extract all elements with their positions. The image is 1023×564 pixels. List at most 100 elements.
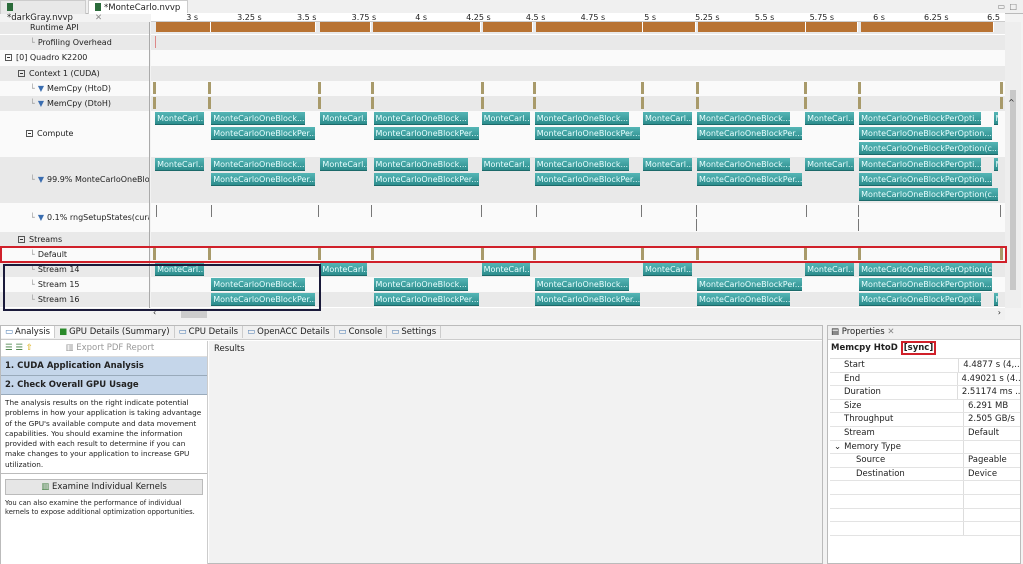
- collapse-icon[interactable]: [18, 69, 25, 77]
- memcpy-bar[interactable]: [695, 248, 699, 260]
- kernel-bar[interactable]: MonteCarl...: [643, 158, 693, 171]
- scroll-right-icon[interactable]: ›: [997, 308, 1001, 317]
- property-row[interactable]: Throughput 2.505 GB/s: [830, 413, 1020, 427]
- property-row[interactable]: Stream Default: [830, 426, 1020, 441]
- tree-row-stream-15[interactable]: └ Stream 15: [0, 277, 149, 292]
- kernel-bar[interactable]: MonteCarloOneBlockPer...: [211, 127, 316, 140]
- tree-row-stream-default[interactable]: └ Default: [0, 247, 149, 262]
- rng-kernel-mark[interactable]: [805, 205, 807, 217]
- kernel-bar[interactable]: MonteCarloOneBlockPer...: [534, 127, 640, 140]
- property-row[interactable]: Destination Device: [830, 467, 1020, 482]
- memcpy-bar[interactable]: [803, 248, 807, 260]
- runtime-api-bar[interactable]: [698, 22, 806, 32]
- memcpy-bar[interactable]: [1000, 82, 1004, 94]
- memcpy-bar[interactable]: [370, 97, 374, 109]
- bottom-tab-console[interactable]: ▭ Console: [335, 326, 388, 338]
- kernel-bar[interactable]: MonteCarl...: [481, 158, 530, 171]
- memcpy-bar[interactable]: [370, 82, 374, 94]
- kernel-bar[interactable]: MonteCarloOneBlockPer...: [697, 127, 803, 140]
- kernel-bar[interactable]: MonteCarl...: [643, 112, 693, 125]
- kernel-bar[interactable]: MonteCarloOneBlockPerOption(c...: [859, 263, 992, 276]
- memcpy-bar[interactable]: [370, 248, 374, 260]
- tree-row-memcpy-htod[interactable]: └ ▼ MemCpy (HtoD): [0, 81, 149, 96]
- memcpy-bar[interactable]: [1000, 97, 1004, 109]
- property-row[interactable]: Start 4.4877 s (4,...: [830, 359, 1020, 373]
- rng-kernel-mark[interactable]: [695, 219, 697, 231]
- memcpy-bar[interactable]: [208, 248, 212, 260]
- tree-row-profiling-overhead[interactable]: └ Profiling Overhead: [0, 35, 149, 50]
- kernel-bar[interactable]: MonteCarloOneBlockPerOpti...: [859, 112, 982, 125]
- kernel-bar[interactable]: MonteCarloOneBlockPer...: [211, 173, 316, 186]
- rng-kernel-mark[interactable]: [695, 205, 697, 217]
- runtime-api-bar[interactable]: [320, 22, 371, 32]
- kernel-bar[interactable]: MonteCarloOneBlockPer...: [211, 293, 316, 306]
- property-row[interactable]: ⌄ Memory Type: [830, 440, 1020, 455]
- runtime-api-bar[interactable]: [210, 22, 316, 32]
- kernel-bar[interactable]: MonteCarloOneBlock...: [697, 158, 791, 171]
- kernel-bar[interactable]: MonteCarloOneBlockPerOption(c...: [859, 142, 999, 155]
- kernel-bar[interactable]: MonteCarloOneBlockPerOption...: [859, 173, 992, 186]
- memcpy-bar[interactable]: [208, 82, 212, 94]
- tree-row-kernel-rng[interactable]: └ ▼ 0.1% rngSetupStates(cura...: [0, 203, 149, 232]
- kernel-bar[interactable]: MonteCarl...: [805, 158, 855, 171]
- rng-kernel-mark[interactable]: [640, 205, 642, 217]
- memcpy-bar[interactable]: [480, 248, 484, 260]
- property-row[interactable]: Size 6.291 MB: [830, 399, 1020, 414]
- minimize-icon[interactable]: ▭: [997, 2, 1005, 11]
- kernel-bar[interactable]: MonteCarloOneBlock...: [534, 158, 629, 171]
- rng-kernel-mark[interactable]: [155, 205, 157, 217]
- kernel-bar[interactable]: MonteCarl...: [643, 263, 693, 276]
- examine-kernels-button[interactable]: ▥ Examine Individual Kernels: [5, 479, 203, 496]
- memcpy-bar[interactable]: [318, 248, 322, 260]
- memcpy-bar[interactable]: [153, 97, 157, 109]
- kernel-bar[interactable]: MonteCarloOneBlock...: [697, 112, 791, 125]
- kernel-bar[interactable]: MonteCarloOneBlockPer...: [697, 173, 803, 186]
- kernel-bar[interactable]: MonteCarl...: [155, 112, 205, 125]
- rng-kernel-mark[interactable]: [858, 219, 860, 231]
- memcpy-bar[interactable]: [858, 82, 862, 94]
- memcpy-bar[interactable]: [533, 82, 537, 94]
- kernel-bar[interactable]: MonteCarloOneBlockPerOption...: [859, 278, 992, 291]
- runtime-api-bar[interactable]: [860, 22, 994, 32]
- kernel-bar[interactable]: MonteCarloOneBlockPer...: [373, 127, 479, 140]
- memcpy-bar[interactable]: [695, 82, 699, 94]
- kernel-bar[interactable]: MonteCarl...: [320, 112, 368, 125]
- collapse-icon[interactable]: [5, 54, 12, 61]
- close-icon[interactable]: ✕: [95, 13, 103, 23]
- bottom-tab-analysis[interactable]: ▭ Analysis: [1, 326, 56, 338]
- export-pdf-button[interactable]: ▥ Export PDF Report: [65, 343, 155, 353]
- profiling-overhead-mark[interactable]: [155, 36, 156, 48]
- maximize-icon[interactable]: □: [1009, 2, 1017, 11]
- kernel-bar[interactable]: MonteCarloOneBlock...: [373, 112, 468, 125]
- kernel-bar[interactable]: MonteCarloOneBlock...: [373, 158, 468, 171]
- bottom-tab-openacc-details[interactable]: ▭ OpenACC Details: [243, 326, 335, 338]
- property-row[interactable]: Source Pageable: [830, 454, 1020, 468]
- tree-row-compute[interactable]: Compute: [0, 111, 149, 157]
- rng-kernel-mark[interactable]: [370, 205, 372, 217]
- memcpy-bar[interactable]: [533, 97, 537, 109]
- rng-kernel-mark[interactable]: [858, 205, 860, 217]
- list-view-icon[interactable]: ☰: [15, 343, 23, 353]
- vertical-scrollbar[interactable]: ^: [1005, 22, 1021, 308]
- kernel-bar[interactable]: MonteCarloOneBlock...: [211, 278, 306, 291]
- tree-view-icon[interactable]: ☰: [5, 343, 13, 353]
- horizontal-scrollbar[interactable]: ‹ ›: [151, 308, 1005, 320]
- property-row[interactable]: Duration 2.51174 ms ...: [830, 386, 1020, 400]
- kernel-bar[interactable]: MonteCarloOneBlockPer...: [534, 293, 640, 306]
- kernel-bar[interactable]: MonteCarloOneBlockPerOpti...: [859, 293, 982, 306]
- memcpy-bar[interactable]: [480, 97, 484, 109]
- kernel-bar[interactable]: MonteCarloOneBlock...: [373, 278, 468, 291]
- tree-row-context[interactable]: Context 1 (CUDA): [0, 66, 149, 81]
- kernel-bar[interactable]: MonteCarl...: [993, 112, 999, 125]
- close-icon[interactable]: ✕: [887, 327, 895, 337]
- kernel-bar[interactable]: MonteCarl...: [155, 158, 205, 171]
- kernel-bar[interactable]: MonteCarl...: [481, 112, 530, 125]
- tree-row-memcpy-dtoh[interactable]: └ ▼ MemCpy (DtoH): [0, 96, 149, 111]
- runtime-api-bar[interactable]: [155, 22, 211, 32]
- kernel-bar[interactable]: MonteCarloOneBlock...: [211, 158, 306, 171]
- runtime-api-bar[interactable]: [643, 22, 696, 32]
- memcpy-bar[interactable]: [318, 82, 322, 94]
- bottom-tab-gpu-details-summary-[interactable]: ■ GPU Details (Summary): [55, 326, 175, 338]
- rng-kernel-mark[interactable]: [318, 205, 320, 217]
- runtime-api-bar[interactable]: [535, 22, 644, 32]
